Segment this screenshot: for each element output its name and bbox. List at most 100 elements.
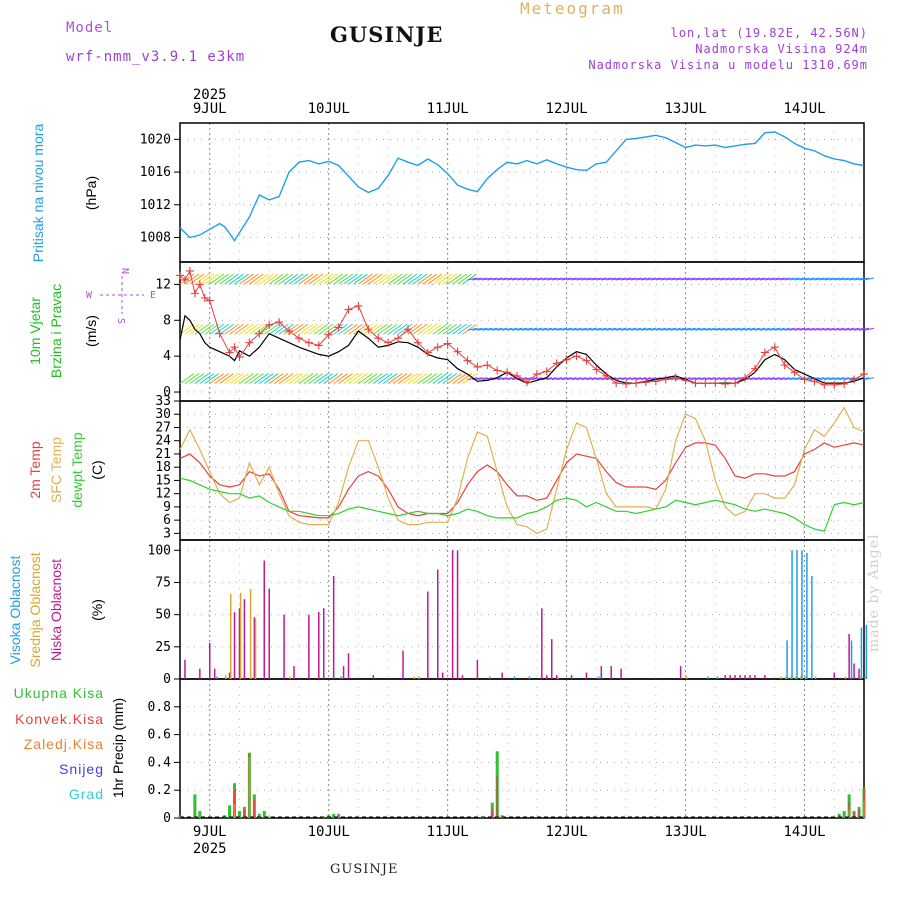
wind-arrow (705, 277, 716, 281)
wind-gust-point (200, 293, 209, 302)
wind-arrow (442, 273, 457, 285)
wind-arrow (382, 273, 398, 285)
wind-arrow (769, 377, 780, 381)
wind-arrow (502, 327, 513, 331)
cloud-ylabel-low: Niska Oblacnost (48, 559, 64, 661)
wind-arrow (179, 323, 195, 335)
wind-gust-point (721, 379, 730, 388)
wind-arrow (561, 277, 572, 281)
wind-arrow (536, 277, 547, 281)
pressure-line (179, 131, 865, 242)
wind-arrow-field (179, 273, 875, 384)
wind-arrow (333, 373, 348, 384)
wind-arrow (447, 273, 462, 285)
wind-arrow (521, 327, 533, 331)
wind-arrow (556, 377, 567, 381)
wind-arrow (204, 373, 220, 384)
wind-gust-point (433, 343, 442, 352)
wind-arrow (606, 277, 617, 281)
wind-arrow (283, 373, 299, 384)
wind-arrow (665, 277, 676, 281)
wind-arrow (680, 327, 691, 331)
wind-arrow (621, 277, 632, 281)
wind-arrow (323, 373, 339, 384)
wind-arrow (561, 327, 572, 331)
wind-arrow (789, 277, 800, 281)
wind-arrow (392, 273, 408, 285)
precip-bar (257, 813, 261, 818)
wind-ylabel-2: Brzina i Pravac (48, 284, 64, 378)
wind-arrow (635, 327, 647, 331)
wind-arrow (472, 327, 483, 331)
wind-arrow (343, 373, 358, 384)
temp-line-2 (179, 477, 865, 532)
station-title: GUSINJE (330, 22, 444, 47)
wind-arrow (338, 323, 353, 335)
wind-arrow (377, 273, 393, 285)
wind-arrow (660, 327, 671, 331)
wind-gust-point (235, 353, 244, 362)
wind-arrow (209, 273, 225, 285)
wind-arrow (858, 277, 870, 281)
wind-gust-point (741, 373, 750, 382)
wind-arrow (427, 373, 443, 384)
wind-gust-point (185, 266, 194, 275)
wind-arrow (804, 327, 815, 331)
wind-arrow (502, 277, 513, 281)
wind-arrow (358, 373, 373, 384)
wind-arrow (318, 273, 334, 285)
wind-arrow (670, 327, 681, 331)
wind-arrow (263, 373, 279, 384)
wind-arrow (645, 377, 657, 381)
precip-bar (262, 811, 266, 818)
compass-e: E (150, 290, 156, 301)
wind-arrow (482, 277, 493, 281)
wind-arrow (541, 277, 552, 281)
lonlat-info: lon,lat (19.82E, 42.56N) (670, 26, 868, 40)
precip-legend-0: Ukupna Kisa (14, 685, 104, 701)
wind-arrow (313, 323, 329, 335)
wind-arrow (576, 377, 587, 381)
wind-arrow (616, 277, 627, 281)
wind-arrow (452, 373, 467, 384)
precip-bar (253, 799, 256, 818)
wind-gust-point (483, 361, 492, 370)
wind-arrow (239, 373, 254, 384)
wind-arrow (209, 373, 225, 384)
wind-arrow (392, 373, 408, 384)
precip-bar (237, 811, 241, 818)
wind-gust-point (661, 375, 670, 384)
wind-arrow (387, 373, 403, 384)
wind-gust-point (681, 376, 690, 385)
wind-gust-point (334, 323, 343, 332)
wind-arrow (184, 323, 200, 335)
wind-arrow (348, 273, 363, 285)
wind-arrow (630, 327, 642, 331)
wind-arrow (497, 277, 508, 281)
wind-arrow (695, 327, 706, 331)
wind-arrow (368, 373, 383, 384)
wind-arrow (487, 327, 498, 331)
temp-ylabel-2m: 2m Temp (27, 441, 43, 499)
model-label: Model (66, 20, 114, 36)
wind-arrow (204, 273, 220, 285)
x-year-label-top: 2025 (193, 87, 227, 103)
temperature-ytick-label: 27 (155, 420, 171, 435)
wind-gust-point (404, 325, 412, 334)
wind-arrow (402, 373, 418, 384)
wind-arrow (675, 277, 686, 281)
meteogram-title: Meteogram (520, 0, 625, 18)
wind-arrow (303, 323, 319, 335)
precip-bar (848, 809, 850, 818)
wind-arrow (586, 277, 597, 281)
wind-arrow (382, 373, 398, 384)
precip-frame (179, 678, 865, 819)
wind-arrow (348, 373, 363, 384)
precip-ytick-label: 0.2 (148, 783, 171, 798)
wind-gust-point (612, 379, 621, 388)
wind-arrow (497, 327, 508, 331)
wind-gust-point (453, 347, 462, 356)
wind-arrow (829, 377, 840, 381)
wind-gust-point (810, 377, 819, 386)
precip-bar (198, 811, 202, 818)
